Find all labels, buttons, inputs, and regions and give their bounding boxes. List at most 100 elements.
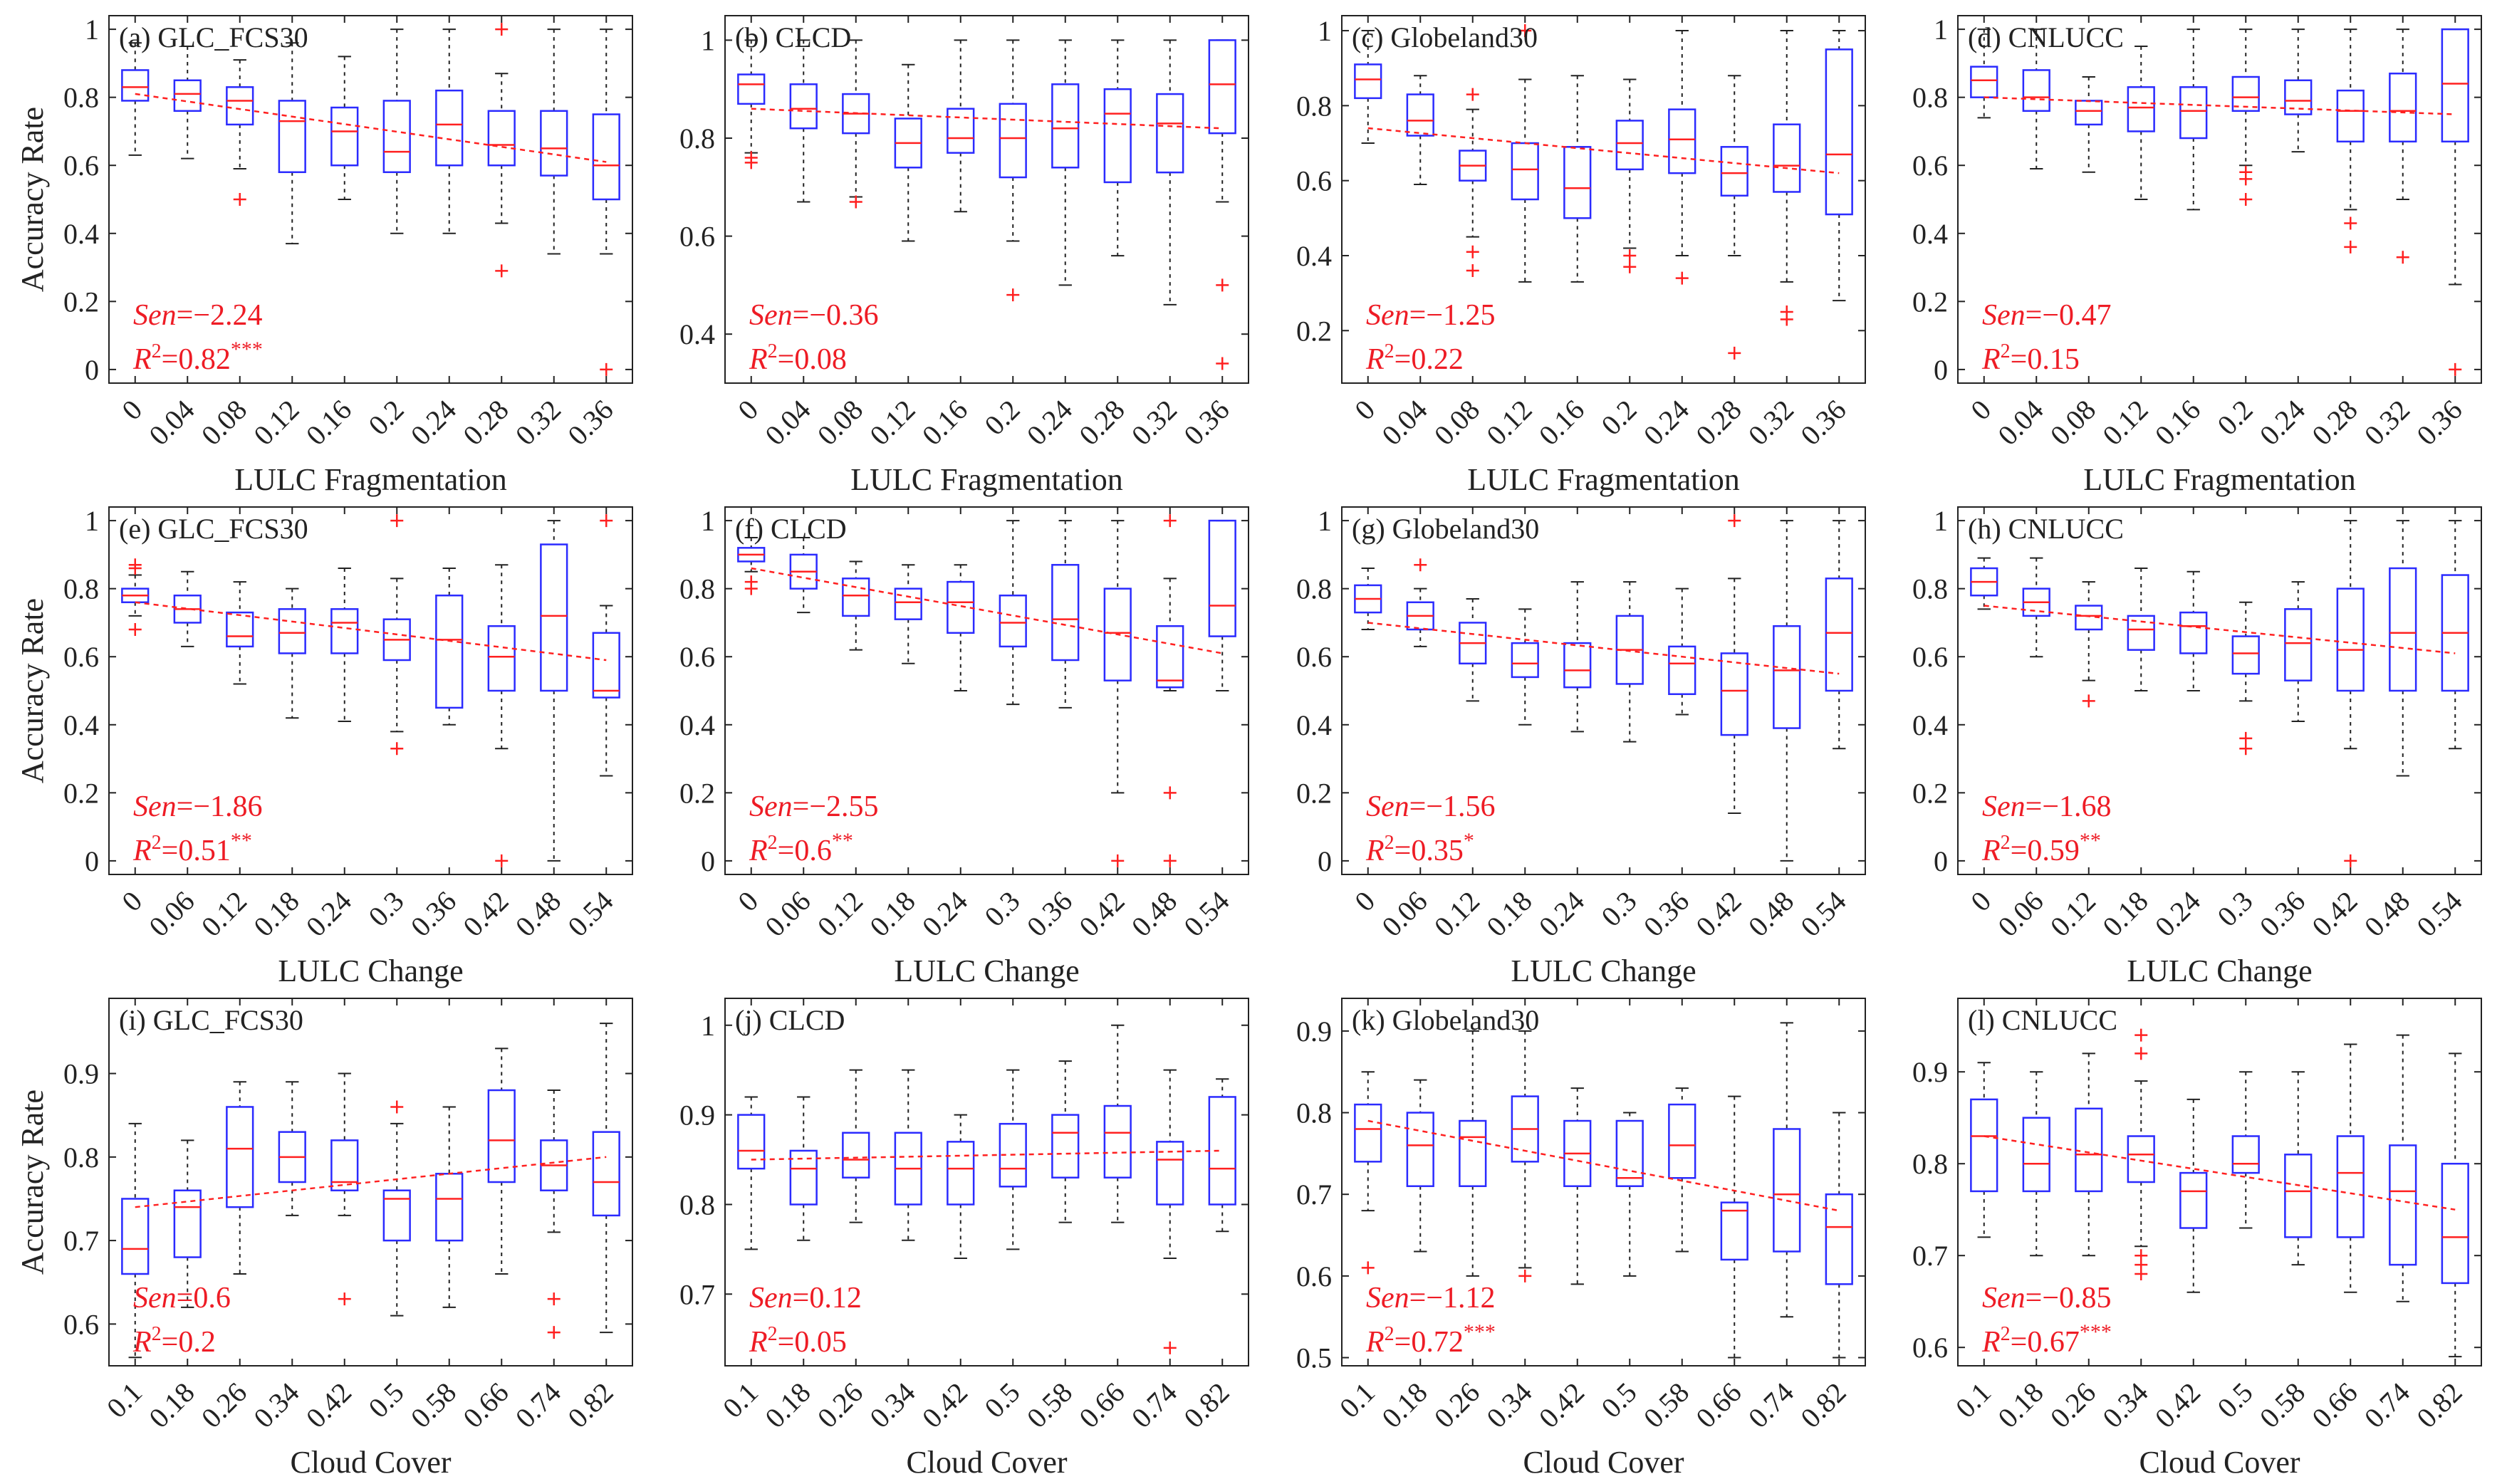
box	[947, 580, 975, 634]
box	[121, 69, 150, 102]
x-tick-label: 0.12	[863, 394, 921, 451]
x-tick-label: 0.06	[759, 885, 816, 943]
panel-title: (d) CNLUCC	[1968, 21, 2124, 53]
r2-superscript: 2	[768, 340, 778, 362]
x-tick-label: 0.36	[2253, 885, 2311, 943]
x-tick-label: 0.32	[1742, 394, 1800, 451]
x-tick-label: 0.5	[978, 1376, 1026, 1424]
y-tick-label: 0.4	[1912, 218, 1948, 250]
box	[1103, 88, 1132, 184]
outlier-point	[744, 582, 758, 595]
x-tick-label: 0.34	[863, 1376, 921, 1434]
x-tick-label: 0.18	[2096, 885, 2154, 943]
r2-superscript: 2	[1385, 340, 1395, 362]
box	[1563, 146, 1592, 219]
y-tick-label: 0.9	[1912, 1056, 1948, 1088]
x-tick-label: 0.5	[362, 1376, 410, 1424]
sen-slope-text: Sen=−2.55	[749, 790, 879, 823]
box	[1720, 146, 1748, 197]
y-tick-label: 0.8	[1912, 1148, 1948, 1180]
box	[842, 578, 870, 617]
box	[1720, 1201, 1748, 1261]
y-tick-label: 0	[85, 845, 99, 877]
trend-line	[751, 1149, 1223, 1161]
box	[487, 110, 516, 167]
y-tick-label: 0.5	[1296, 1342, 1332, 1374]
x-tick-label: 0.74	[2358, 1376, 2416, 1434]
box	[1773, 123, 1801, 193]
y-tick-label: 0	[1318, 845, 1332, 877]
box	[2127, 615, 2155, 651]
box	[1459, 1119, 1487, 1187]
r-squared-text: R2=0.59**	[1981, 829, 2101, 867]
significance-stars: ***	[231, 338, 263, 361]
x-tick-label: 0.42	[1533, 1376, 1590, 1434]
r2-value: =0.67	[2011, 1326, 2080, 1359]
x-axis-title: LULC Fragmentation	[1467, 462, 1740, 497]
box	[2022, 69, 2050, 113]
outlier-point	[1216, 357, 1229, 370]
sen-value: =−1.25	[1409, 299, 1496, 332]
significance-stars: **	[2080, 829, 2101, 852]
box	[947, 108, 975, 154]
box	[382, 100, 411, 174]
box	[435, 594, 464, 709]
y-tick-label: 0.6	[679, 221, 715, 253]
sen-label: Sen	[1366, 790, 1409, 823]
box	[1668, 645, 1696, 696]
x-tick-label: 0.16	[2149, 394, 2206, 451]
x-tick-label: 0	[1348, 394, 1381, 427]
x-axis-title: LULC Fragmentation	[850, 462, 1123, 497]
r2-label: R	[749, 343, 768, 376]
r2-label: R	[132, 835, 152, 867]
y-tick-label: 0.6	[1296, 165, 1332, 197]
outlier-point	[600, 514, 613, 528]
sen-value: =−0.36	[793, 299, 879, 332]
x-tick-label: 0.54	[1177, 885, 1235, 943]
x-tick-label: 0.2	[1595, 394, 1642, 441]
box	[382, 1189, 411, 1242]
x-tick-label: 0.42	[1689, 885, 1747, 943]
r2-value: =0.35	[1395, 835, 1464, 867]
y-tick-label: 0.8	[63, 1141, 99, 1174]
x-tick-label: 0.08	[195, 394, 253, 451]
box	[435, 89, 464, 167]
outlier-point	[390, 514, 404, 528]
x-tick-label: 0.08	[1428, 394, 1486, 451]
r2-superscript: 2	[152, 1323, 162, 1345]
y-tick-label: 1	[1934, 505, 1948, 537]
panel-title: (b) CLCD	[735, 21, 851, 53]
x-tick-label: 0.36	[2410, 394, 2468, 451]
outlier-point	[1466, 245, 1479, 258]
x-tick-label: 0.66	[2305, 1376, 2363, 1434]
box	[842, 1132, 870, 1179]
x-axis-title: Cloud Cover	[906, 1445, 1067, 1480]
box	[2179, 611, 2208, 654]
y-tick-label: 1	[85, 14, 99, 46]
r2-superscript: 2	[768, 832, 778, 854]
x-tick-label: 0.82	[561, 1376, 619, 1434]
y-tick-label: 0.8	[1296, 90, 1332, 122]
box	[1103, 587, 1132, 681]
axes-frame	[724, 15, 1249, 384]
x-tick-label: 0.34	[2096, 1376, 2154, 1434]
outlier-point	[547, 1326, 561, 1339]
r2-superscript: 2	[768, 1323, 778, 1345]
x-tick-label: 0.48	[2358, 885, 2416, 943]
outlier-point	[2239, 742, 2253, 756]
y-tick-label: 0.2	[1912, 777, 1948, 809]
y-tick-label: 0.6	[1296, 641, 1332, 673]
box	[540, 543, 568, 692]
x-tick-label: 0.16	[916, 394, 974, 451]
trend-line	[751, 567, 1223, 654]
y-tick-label: 0.4	[1296, 709, 1332, 741]
box	[592, 632, 620, 699]
outlier-point	[744, 156, 758, 169]
x-tick-label: 0.16	[300, 394, 358, 451]
box	[1208, 519, 1236, 637]
x-tick-label: 0	[1964, 885, 1997, 918]
x-tick-label: 0.12	[247, 394, 305, 451]
y-tick-label: 0.6	[63, 1308, 99, 1340]
